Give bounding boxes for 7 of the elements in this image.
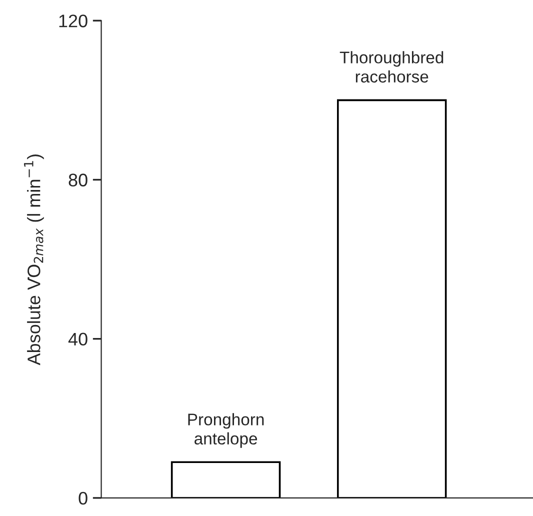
x-tick-label: Thoroughbred racehorse [340,51,444,83]
x-tick-label: Pronghorn antelope [188,413,264,448]
y-tick-label: 0 [78,492,88,505]
y-tick-label: 80 [68,174,88,186]
y-tick-label: 40 [68,332,88,346]
y-axis-title: Absolute V̇O$_{2max}$ (l min$^{−1}$) [24,154,44,366]
y-tick-label: 120 [59,14,88,28]
